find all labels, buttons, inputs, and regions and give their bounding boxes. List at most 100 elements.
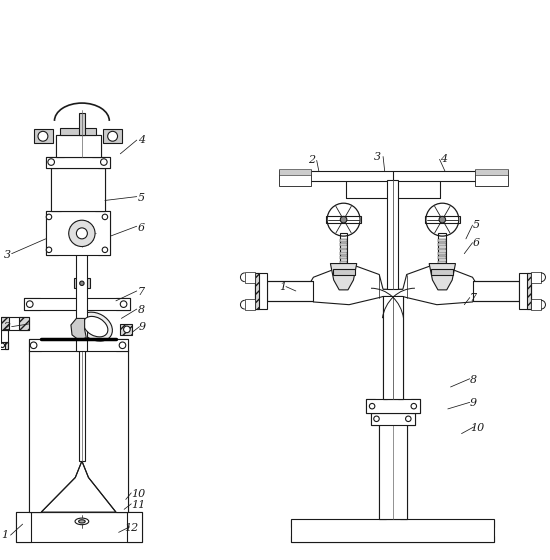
- Bar: [56, 134, 64, 157]
- Text: 4: 4: [138, 135, 145, 145]
- Bar: [366, 399, 420, 413]
- Text: 8: 8: [138, 305, 145, 315]
- Bar: [340, 261, 348, 264]
- Circle shape: [405, 416, 411, 422]
- Bar: [531, 299, 541, 310]
- Bar: [78, 253, 86, 255]
- Bar: [46, 157, 58, 167]
- Bar: [326, 216, 361, 223]
- Bar: [46, 157, 111, 167]
- Bar: [24, 298, 40, 310]
- Bar: [438, 252, 446, 255]
- Bar: [78, 213, 86, 216]
- Circle shape: [38, 132, 48, 141]
- Bar: [78, 244, 86, 246]
- Bar: [78, 240, 86, 242]
- Polygon shape: [305, 264, 481, 305]
- Bar: [78, 226, 86, 229]
- Bar: [1, 317, 9, 330]
- Bar: [24, 298, 130, 310]
- Bar: [472, 281, 519, 301]
- Bar: [438, 248, 446, 250]
- Bar: [78, 217, 86, 220]
- Bar: [425, 216, 460, 223]
- Bar: [400, 423, 406, 519]
- Bar: [279, 170, 311, 185]
- Polygon shape: [71, 319, 86, 340]
- Bar: [1, 317, 29, 330]
- Ellipse shape: [84, 316, 108, 337]
- Bar: [78, 231, 86, 234]
- Ellipse shape: [79, 520, 85, 523]
- Bar: [0, 342, 8, 348]
- Bar: [340, 252, 348, 255]
- Bar: [34, 129, 53, 143]
- Bar: [41, 350, 116, 512]
- Circle shape: [124, 326, 130, 333]
- Bar: [116, 339, 128, 351]
- Bar: [475, 170, 508, 185]
- Bar: [366, 399, 376, 413]
- Bar: [292, 519, 494, 542]
- Circle shape: [108, 132, 118, 141]
- Ellipse shape: [79, 312, 112, 341]
- Bar: [92, 134, 101, 157]
- Bar: [78, 222, 86, 225]
- Bar: [340, 243, 348, 246]
- Text: 7: 7: [138, 287, 145, 297]
- Bar: [438, 256, 446, 259]
- Bar: [379, 423, 406, 519]
- Bar: [245, 272, 255, 283]
- Bar: [29, 339, 128, 351]
- Bar: [371, 413, 380, 425]
- Bar: [398, 290, 403, 399]
- Bar: [292, 536, 494, 542]
- Text: 1: 1: [279, 282, 287, 292]
- Circle shape: [69, 220, 95, 246]
- Bar: [255, 273, 259, 309]
- Bar: [279, 169, 311, 175]
- Bar: [340, 248, 348, 250]
- Text: 10: 10: [470, 423, 484, 433]
- Text: 12: 12: [124, 523, 139, 533]
- Bar: [340, 256, 348, 259]
- Bar: [371, 413, 415, 425]
- Circle shape: [46, 247, 52, 253]
- Bar: [46, 212, 111, 255]
- Bar: [406, 413, 415, 425]
- Bar: [29, 339, 41, 351]
- Bar: [481, 171, 492, 181]
- Bar: [116, 350, 128, 512]
- Bar: [56, 134, 101, 157]
- Circle shape: [120, 301, 127, 307]
- Circle shape: [46, 214, 52, 220]
- Bar: [60, 128, 96, 134]
- Circle shape: [80, 281, 84, 286]
- Bar: [51, 167, 61, 212]
- Bar: [379, 423, 386, 519]
- Bar: [531, 272, 541, 283]
- Bar: [29, 350, 128, 512]
- Bar: [79, 159, 85, 461]
- Text: 10: 10: [131, 489, 146, 499]
- Bar: [333, 269, 355, 274]
- Bar: [340, 234, 348, 264]
- Bar: [292, 520, 494, 527]
- Bar: [475, 169, 508, 175]
- Circle shape: [370, 403, 375, 409]
- Bar: [76, 159, 87, 351]
- Circle shape: [30, 342, 37, 348]
- Circle shape: [101, 158, 107, 165]
- Text: 3: 3: [374, 152, 381, 162]
- Bar: [294, 171, 308, 181]
- Polygon shape: [331, 264, 357, 290]
- Bar: [98, 212, 111, 255]
- Text: 9: 9: [139, 321, 146, 332]
- Bar: [78, 248, 86, 251]
- Bar: [51, 167, 105, 212]
- Bar: [78, 235, 86, 238]
- Bar: [294, 171, 492, 181]
- Bar: [103, 129, 123, 143]
- Text: 4: 4: [439, 155, 447, 164]
- Bar: [387, 180, 398, 290]
